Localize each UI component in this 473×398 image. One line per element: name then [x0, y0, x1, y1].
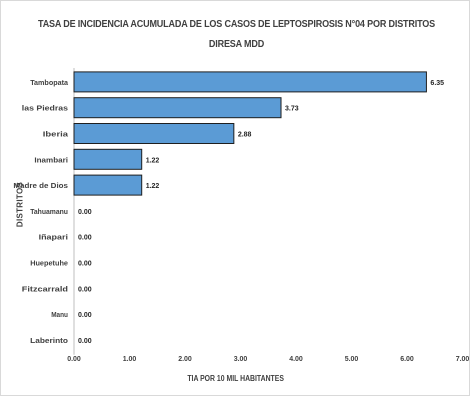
data-label: 0.00 [78, 261, 92, 268]
bar [73, 123, 235, 144]
category-label: Laberinto [30, 336, 68, 345]
x-tick-label: 0.00 [67, 356, 81, 363]
x-tick-label: 7.00 [456, 356, 470, 363]
data-label: 0.00 [78, 235, 92, 242]
category-label: Inambari [34, 155, 68, 164]
chart-title: TASA DE INCIDENCIA ACUMULADA DE LOS CASO… [38, 18, 435, 30]
x-tick-label: 4.00 [289, 356, 303, 363]
data-label: 0.00 [78, 209, 92, 216]
x-tick-label: 1.00 [123, 356, 137, 363]
plot-area: Tambopata 6.35 las Piedras 3.73 Iberia 2.88 In… [13, 68, 469, 363]
bar [73, 71, 427, 93]
bar [73, 97, 282, 119]
data-label: 0.00 [78, 286, 92, 293]
data-label: 1.22 [146, 157, 160, 164]
bar [73, 174, 143, 196]
category-label: Tambopata [30, 78, 69, 87]
data-label: 0.00 [78, 338, 92, 345]
x-tick-label: 5.00 [345, 356, 359, 363]
category-label: Iñapari [39, 233, 68, 242]
category-label: Tahuamanu [30, 207, 68, 216]
x-tick-label: 6.00 [400, 356, 414, 363]
category-label: Huepetuhe [30, 259, 68, 268]
data-label: 6.35 [430, 80, 444, 87]
category-label: las Piedras [22, 104, 68, 113]
x-tick-label: 3.00 [234, 356, 248, 363]
x-axis-label: TIA POR 10 MIL HABITANTES [187, 374, 284, 383]
category-label: Iberia [43, 130, 69, 139]
data-label: 1.22 [146, 183, 160, 190]
chart-subtitle: DIRESA MDD [208, 38, 265, 50]
data-label: 3.73 [285, 106, 299, 113]
category-label: Fitzcarrald [22, 284, 69, 293]
bar [73, 148, 143, 170]
category-label: Manu [51, 310, 68, 319]
category-label: Madre de Dios [13, 181, 68, 190]
data-label: 2.88 [238, 132, 252, 139]
x-tick-label: 2.00 [178, 356, 192, 363]
data-label: 0.00 [78, 312, 92, 319]
